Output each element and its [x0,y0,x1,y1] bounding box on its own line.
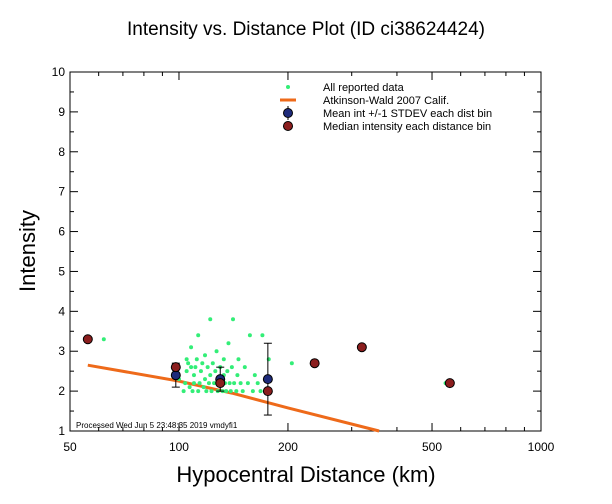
legend-label: Mean int +/-1 STDEV each dist bin [323,108,492,120]
reported-point [255,381,260,386]
chart-title: Intensity vs. Distance Plot (ID ci386244… [127,19,485,40]
reported-point [258,389,263,394]
reported-point [205,365,210,370]
median-point [170,362,181,373]
reported-point [190,389,195,394]
x-tick-label: 100 [169,440,189,454]
x-tick-label: 50 [63,440,77,454]
reported-point [266,357,271,362]
reported-point [101,337,106,342]
reported-point [209,389,214,394]
reported-point [200,361,205,366]
reported-point [234,389,239,394]
reported-point [183,381,188,386]
reported-point [187,385,192,390]
reported-point [250,389,255,394]
reported-point [194,357,199,362]
x-tick-label: 500 [422,440,442,454]
reported-point [224,389,229,394]
reported-point [238,381,243,386]
reported-point [260,333,265,338]
reported-point [210,361,215,366]
legend-label: Atkinson-Wald 2007 Calif. [323,95,449,107]
reported-point [204,389,209,394]
reported-point [196,389,201,394]
reported-point [214,349,219,354]
model-line-path [87,363,380,433]
median-point [356,342,367,353]
reported-point [240,389,245,394]
y-tick-label: 1 [58,424,65,438]
reported-point [193,365,198,370]
reported-point [225,369,230,374]
processed-footnote: Processed Wed Jun 5 23:48:35 2019 vmdyfi… [76,421,238,430]
reported-point [197,381,202,386]
median-point [444,378,455,389]
legend-reported-symbol [286,85,290,89]
y-tick-label: 2 [58,384,65,398]
axis-ticks: 50 100 200 500 1000 1 2 3 4 5 6 7 8 9 10 [52,65,555,454]
reported-point [196,333,201,338]
model-line [87,363,380,433]
reported-point [242,365,247,370]
reported-point [181,389,186,394]
reported-point [289,361,294,366]
legend-label: Median intensity each distance bin [323,121,491,133]
y-tick-label: 7 [58,185,65,199]
legend-label: All reported data [323,82,405,94]
reported-point [227,381,232,386]
legend-median-symbol [283,121,293,131]
y-tick-label: 10 [52,65,66,79]
reported-point [235,373,240,378]
reported-point [245,381,250,386]
reported-point [228,389,233,394]
reported-point [208,373,213,378]
median-points [82,334,455,397]
reported-point [184,357,189,362]
reported-point [184,369,189,374]
reported-point [186,361,191,366]
y-tick-label: 3 [58,344,65,358]
reported-point [191,373,196,378]
reported-point [189,365,194,370]
reported-point [226,341,231,346]
x-axis-label: Hypocentral Distance (km) [176,462,435,487]
reported-point [221,357,226,362]
reported-point [206,381,211,386]
reported-point [213,369,218,374]
reported-point [201,385,206,390]
reported-point [198,369,203,374]
y-tick-label: 4 [58,304,65,318]
reported-point [247,333,252,338]
y-tick-label: 5 [58,264,65,278]
mean-point [262,374,273,385]
y-axis-label: Intensity [15,210,40,292]
y-tick-label: 9 [58,105,65,119]
reported-point [232,381,237,386]
reported-point [191,381,196,386]
reported-point [230,317,235,322]
reported-point [203,353,208,358]
y-tick-label: 8 [58,145,65,159]
reported-point [208,317,213,322]
median-point [82,334,93,345]
y-tick-label: 6 [58,225,65,239]
reported-point [189,345,194,350]
reported-point [236,357,241,362]
median-point [309,358,320,369]
reported-point [212,381,217,386]
median-point [262,386,273,397]
reported-point [229,365,234,370]
legend-mean-symbol [283,108,293,118]
x-tick-label: 1000 [528,440,555,454]
reported-point [252,373,257,378]
median-point [215,378,226,389]
x-tick-label: 200 [278,440,298,454]
reported-point [203,377,208,382]
